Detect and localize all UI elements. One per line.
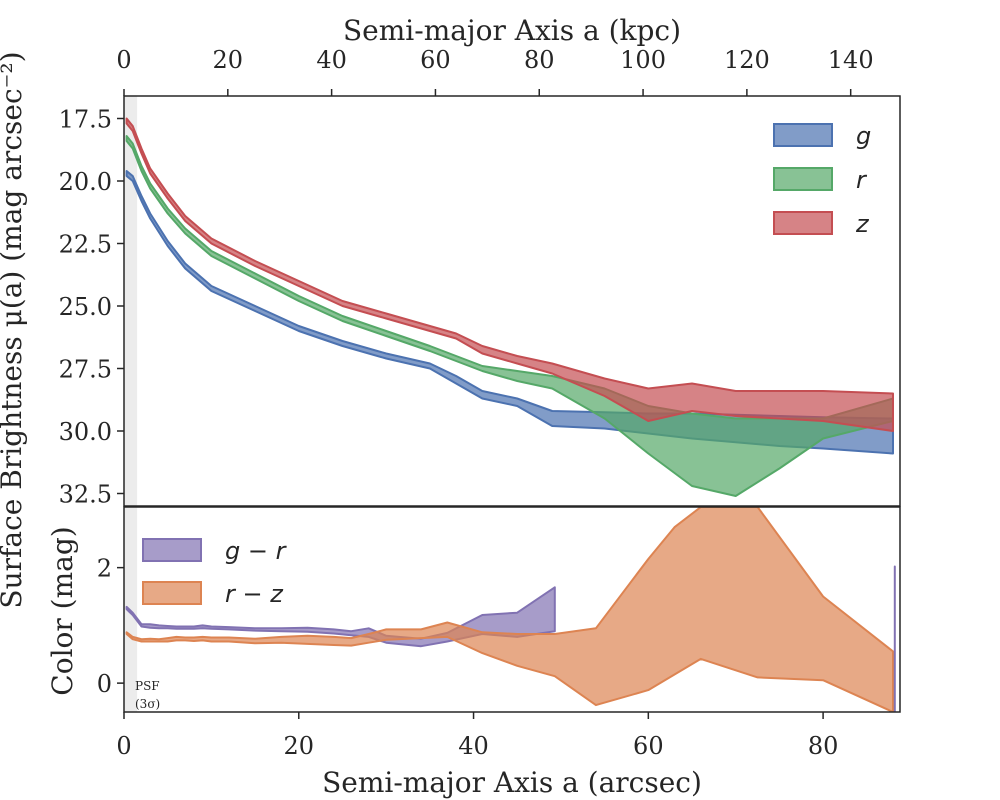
bottom-panel-frame [123, 506, 901, 713]
kpc-tick-label: 20 [213, 46, 244, 74]
legend-swatch-g [773, 123, 833, 147]
legend-surface-brightness: grz [773, 122, 871, 238]
legend-swatch-r-z [142, 581, 202, 605]
arcsec-tick-label: 40 [458, 732, 489, 760]
kpc-tick-label: 140 [828, 46, 874, 74]
y-ticks-bottom: 02 [97, 555, 124, 698]
legend-label-z: z [855, 210, 870, 238]
legend-color: g − r r − z [142, 537, 288, 608]
bottom-axis-label: Semi-major Axis a (arcsec) [322, 766, 702, 799]
psf-region-top [124, 96, 138, 506]
kpc-tick-label: 60 [420, 46, 451, 74]
arcsec-tick-label: 20 [284, 732, 315, 760]
color-bands [125, 507, 896, 712]
series-band-z [125, 117, 894, 432]
series-band-g-r [125, 586, 556, 648]
kpc-tick-label: 0 [116, 46, 131, 74]
psf-label: PSF [135, 679, 160, 693]
y-tick-label: 17.5 [59, 106, 112, 134]
y-label-color: Color (mag) [46, 526, 79, 695]
top-panel-frame [123, 95, 901, 507]
x-ticks-kpc: 0 20 40 60 80 100 120 140 [116, 46, 874, 96]
legend-label-r: r [856, 166, 868, 194]
y-tick-label: 22.5 [59, 231, 112, 259]
arcsec-tick-label: 80 [808, 732, 839, 760]
arcsec-tick-label: 0 [116, 732, 131, 760]
y-label-surface-brightness: Surface Brightness μ(a) (mag arcsec⁻²) [0, 51, 28, 608]
surface-brightness-bands [125, 117, 894, 497]
x-ticks-arcsec: 0 20 40 60 80 [116, 712, 838, 760]
legend-label-r-z: r − z [225, 580, 284, 608]
color-tick-label: 2 [97, 555, 112, 583]
y-tick-label: 27.5 [59, 356, 112, 384]
y-ticks-top: 17.5 20.0 22.5 25.0 27.5 30.0 32.5 [59, 106, 124, 509]
y-tick-label: 32.5 [59, 481, 112, 509]
kpc-tick-label: 80 [524, 46, 555, 74]
y-tick-label: 20.0 [59, 168, 112, 196]
surface-brightness-panel: 17.5 20.0 22.5 25.0 27.5 30.0 32.5 0 20 40 60 80 10… [59, 46, 901, 509]
kpc-tick-label: 120 [724, 46, 770, 74]
legend-swatch-r [773, 167, 833, 191]
color-tick-label: 0 [97, 670, 112, 698]
kpc-tick-label: 100 [620, 46, 666, 74]
top-axis-label: Semi-major Axis a (kpc) [343, 14, 681, 47]
psf-label-sigma: (3σ) [135, 697, 160, 711]
legend-label-g: g [856, 122, 871, 150]
kpc-tick-label: 40 [316, 46, 347, 74]
legend-label-g-r: g − r [225, 537, 288, 565]
series-band-r-z [125, 507, 894, 712]
legend-swatch-z [773, 211, 833, 235]
y-tick-label: 30.0 [59, 418, 112, 446]
legend-swatch-g-r [142, 538, 202, 562]
arcsec-tick-label: 60 [633, 732, 664, 760]
color-panel: 02 0 20 40 60 80 g − rr − z PSF (3σ) [97, 506, 901, 760]
y-tick-label: 25.0 [59, 293, 112, 321]
